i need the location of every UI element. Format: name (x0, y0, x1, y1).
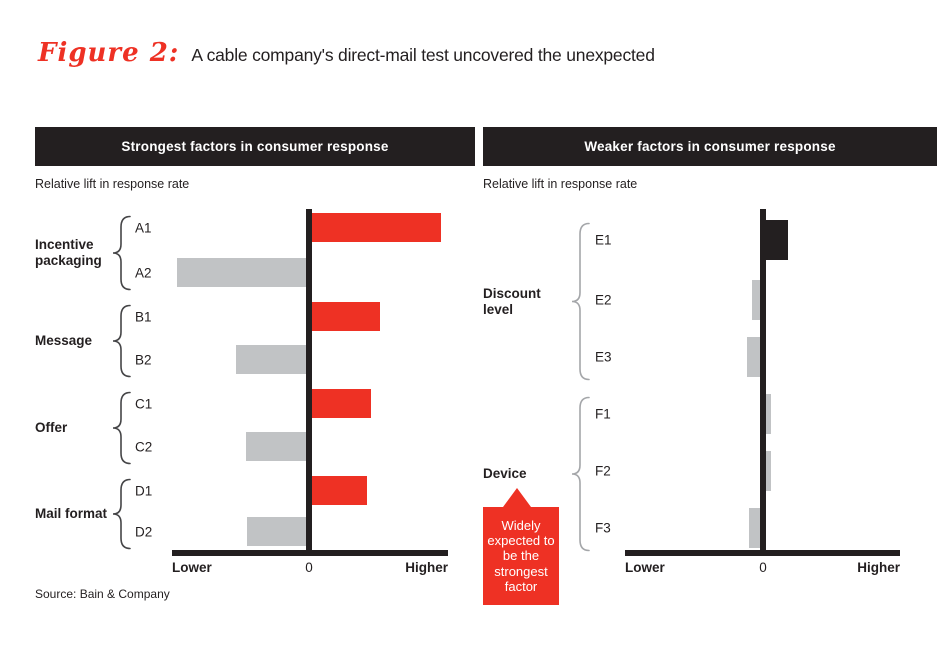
x-axis-line (172, 550, 448, 556)
bar-e3 (747, 337, 760, 377)
left-panel-header: Strongest factors in consumer response (35, 127, 475, 166)
callout-annotation: Widely expected to be the strongest fact… (483, 507, 559, 605)
bar-c2 (246, 432, 306, 461)
bar-b1 (312, 302, 380, 331)
strongest-factors-chart: Lower 0 Higher A1 A2 Incentive packaging B1 B2 M… (35, 200, 475, 620)
tick-lower: Lower (172, 560, 212, 575)
x-axis-line (625, 550, 900, 556)
bar-label-a1: A1 (135, 220, 152, 235)
left-axis-note: Relative lift in response rate (35, 177, 190, 191)
group-label-offer: Offer (35, 419, 68, 435)
group-label-discount-level: Discount level (483, 285, 541, 317)
tick-zero: 0 (759, 560, 767, 575)
group-label-incentive-packaging: Incentive packaging (35, 236, 102, 268)
zero-axis-line (306, 209, 312, 556)
figure-number-label: Figure 2: (38, 38, 180, 68)
bar-a2 (177, 258, 306, 287)
bar-label-f2: F2 (595, 463, 611, 479)
right-panel-header-text: Weaker factors in consumer response (584, 139, 836, 154)
bar-f3 (749, 508, 760, 548)
bar-label-e3: E3 (595, 349, 612, 365)
bar-e2 (752, 280, 760, 320)
bar-label-f1: F1 (595, 406, 611, 422)
group-brace-discount-level (571, 222, 590, 381)
figure-title-row: Figure 2: A cable company's direct-mail … (38, 38, 655, 68)
bar-d2 (247, 517, 306, 546)
bar-label-f3: F3 (595, 520, 611, 536)
zero-axis-line (760, 209, 766, 556)
tick-lower: Lower (625, 560, 665, 575)
group-label-message: Message (35, 332, 93, 348)
figure-title-text: A cable company's direct-mail test uncov… (191, 45, 655, 65)
bar-f1 (766, 394, 771, 434)
right-panel-header: Weaker factors in consumer response (483, 127, 937, 166)
group-brace-offer (112, 391, 131, 465)
weaker-factors-chart: Lower 0 Higher E1 E2 E3 Discount level F1 F2 F3 De… (483, 200, 937, 620)
group-label-device: Device (483, 465, 527, 481)
group-brace-mail-format (112, 478, 131, 550)
bar-c1 (312, 389, 371, 418)
bar-label-d2: D2 (135, 524, 153, 539)
group-label-mail-format: Mail format (35, 505, 108, 521)
bar-b2 (236, 345, 306, 374)
bar-f2 (766, 451, 771, 491)
tick-higher: Higher (405, 560, 448, 575)
bar-label-b1: B1 (135, 309, 152, 324)
bar-label-d1: D1 (135, 483, 153, 498)
group-brace-device (571, 396, 590, 552)
bar-label-a2: A2 (135, 265, 152, 280)
bar-label-c1: C1 (135, 396, 153, 411)
right-axis-note: Relative lift in response rate (483, 177, 638, 191)
bar-d1 (312, 476, 367, 505)
bar-e1 (766, 220, 788, 260)
bar-label-e2: E2 (595, 292, 612, 308)
source-note: Source: Bain & Company (35, 587, 170, 601)
bar-label-e1: E1 (595, 232, 612, 248)
bar-a1 (312, 213, 441, 242)
left-panel-header-text: Strongest factors in consumer response (121, 139, 389, 154)
tick-higher: Higher (857, 560, 900, 575)
group-brace-incentive-packaging (112, 215, 131, 291)
bar-label-c2: C2 (135, 439, 153, 454)
group-brace-message (112, 304, 131, 378)
bar-label-b2: B2 (135, 352, 152, 367)
tick-zero: 0 (305, 560, 313, 575)
callout-arrow-icon (503, 488, 531, 507)
